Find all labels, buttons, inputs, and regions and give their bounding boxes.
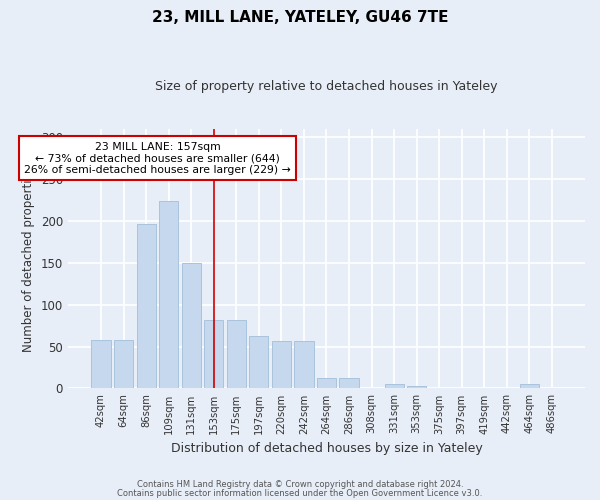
Bar: [295, 340, 314, 388]
Bar: [91, 340, 110, 388]
Bar: [385, 384, 404, 388]
Y-axis label: Number of detached properties: Number of detached properties: [22, 166, 35, 352]
Bar: [340, 378, 359, 388]
Bar: [520, 384, 539, 388]
Bar: [114, 340, 133, 388]
Bar: [159, 201, 178, 388]
Bar: [182, 263, 201, 388]
Bar: [272, 340, 291, 388]
Text: 23, MILL LANE, YATELEY, GU46 7TE: 23, MILL LANE, YATELEY, GU46 7TE: [152, 10, 448, 25]
X-axis label: Distribution of detached houses by size in Yateley: Distribution of detached houses by size …: [170, 442, 482, 455]
Bar: [204, 320, 223, 388]
Bar: [227, 320, 246, 388]
Bar: [407, 386, 426, 388]
Bar: [249, 336, 268, 388]
Title: Size of property relative to detached houses in Yateley: Size of property relative to detached ho…: [155, 80, 498, 93]
Bar: [137, 224, 155, 388]
Text: Contains public sector information licensed under the Open Government Licence v3: Contains public sector information licen…: [118, 488, 482, 498]
Text: 23 MILL LANE: 157sqm
← 73% of detached houses are smaller (644)
26% of semi-deta: 23 MILL LANE: 157sqm ← 73% of detached h…: [24, 142, 291, 175]
Bar: [317, 378, 336, 388]
Text: Contains HM Land Registry data © Crown copyright and database right 2024.: Contains HM Land Registry data © Crown c…: [137, 480, 463, 489]
